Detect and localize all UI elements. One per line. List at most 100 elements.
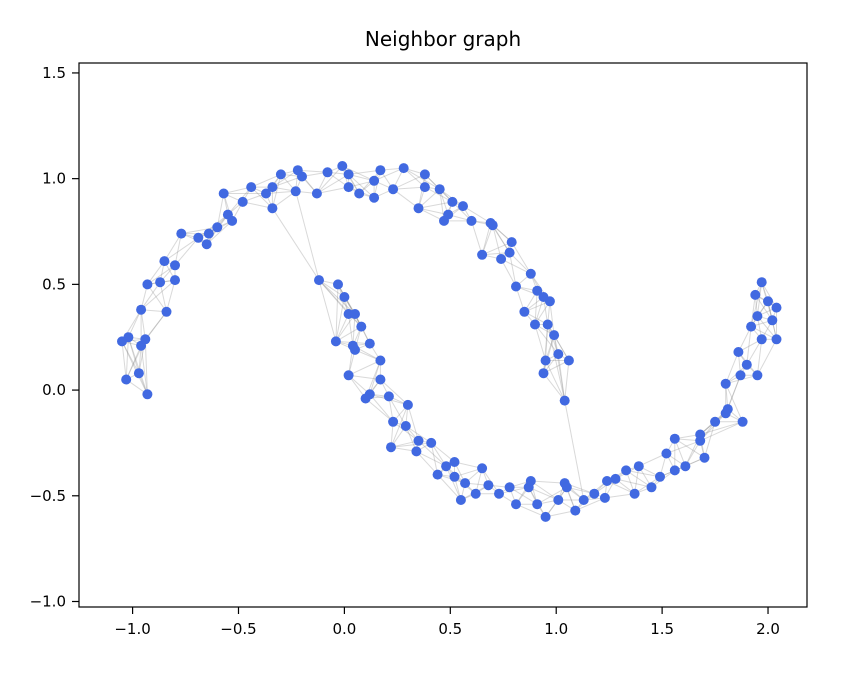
data-point xyxy=(540,355,551,366)
graph-edge xyxy=(388,396,407,427)
data-point xyxy=(419,182,430,193)
data-point xyxy=(161,306,172,317)
data-point xyxy=(222,209,233,220)
data-point xyxy=(767,315,778,326)
graph-edge xyxy=(445,465,462,501)
point-layer xyxy=(117,161,782,522)
data-point xyxy=(720,378,731,389)
data-point xyxy=(170,275,180,286)
graph-edge xyxy=(403,167,440,190)
data-point xyxy=(314,275,324,286)
graph-edge xyxy=(500,258,532,275)
graph-edge xyxy=(543,372,566,401)
graph-edge xyxy=(547,324,570,361)
graph-edge xyxy=(206,220,233,245)
data-point xyxy=(752,311,763,322)
data-point xyxy=(343,182,354,193)
data-point xyxy=(669,465,680,476)
data-point xyxy=(563,355,574,366)
graph-edge xyxy=(471,220,483,255)
data-point xyxy=(432,469,443,480)
data-point xyxy=(212,222,223,233)
graph-edge xyxy=(437,474,462,501)
data-point xyxy=(504,482,515,493)
data-point xyxy=(525,476,536,486)
graph-edge xyxy=(140,279,176,311)
data-point xyxy=(589,488,600,499)
data-point xyxy=(532,499,543,510)
graph-edge xyxy=(727,375,741,410)
graph-edge xyxy=(337,284,362,327)
graph-edge xyxy=(625,469,652,488)
graph-edge xyxy=(757,315,777,340)
data-point xyxy=(525,268,536,279)
graph-edge xyxy=(430,442,439,475)
data-point xyxy=(398,163,409,174)
graph-edge xyxy=(575,497,606,512)
graph-edge xyxy=(174,233,182,266)
data-point xyxy=(369,175,380,186)
data-point xyxy=(261,188,271,199)
graph-edge xyxy=(181,226,218,235)
data-point xyxy=(449,471,460,482)
graph-edge xyxy=(272,169,299,188)
data-point xyxy=(347,340,358,351)
graph-edge xyxy=(439,189,445,221)
data-point xyxy=(330,336,341,347)
graph-edge xyxy=(316,186,349,194)
y-tick-label: 0.0 xyxy=(42,381,66,399)
graph-edge xyxy=(125,337,129,380)
data-point xyxy=(364,338,375,349)
data-point xyxy=(159,256,170,267)
graph-edge xyxy=(509,252,517,287)
graph-edge xyxy=(418,174,426,209)
data-point xyxy=(369,192,380,203)
graph-edge xyxy=(140,345,148,395)
graph-edge xyxy=(564,400,585,501)
graph-edge xyxy=(348,174,375,199)
y-tick-label: −1.0 xyxy=(30,593,66,611)
graph-edge xyxy=(342,165,375,182)
data-point xyxy=(633,461,644,472)
graph-edge xyxy=(271,174,282,209)
data-point xyxy=(750,289,761,300)
graph-edge xyxy=(462,205,491,224)
data-point xyxy=(322,167,333,178)
graph-edge xyxy=(127,337,148,395)
data-point xyxy=(553,349,564,360)
data-point xyxy=(290,186,301,197)
graph-edge xyxy=(163,233,182,262)
graph-edge xyxy=(756,339,763,376)
x-tick-label: 2.0 xyxy=(756,620,780,638)
graph-edge xyxy=(534,324,559,355)
graph-edge xyxy=(553,335,566,401)
graph-edge xyxy=(534,290,538,325)
graph-edge xyxy=(390,404,409,448)
graph-edge xyxy=(418,207,449,216)
graph-edge xyxy=(127,337,140,374)
graph-edge xyxy=(615,478,652,488)
y-tick-label: 1.5 xyxy=(42,64,66,82)
graph-edge xyxy=(335,296,345,342)
graph-edge xyxy=(159,282,167,312)
graph-edge xyxy=(146,284,167,313)
data-point xyxy=(133,368,144,379)
data-point xyxy=(388,184,399,195)
graph-edge xyxy=(530,480,565,484)
data-point xyxy=(350,309,360,319)
graph-edge xyxy=(121,341,140,374)
data-point xyxy=(680,461,691,472)
data-point xyxy=(413,203,424,214)
data-point xyxy=(343,370,354,381)
graph-edge xyxy=(756,282,763,317)
x-tick-label: 0.0 xyxy=(332,620,356,638)
graph-edge xyxy=(352,313,356,346)
graph-edge xyxy=(316,165,343,194)
data-point xyxy=(470,488,481,499)
graph-edge xyxy=(144,311,167,340)
graph-edge xyxy=(127,309,142,338)
data-point xyxy=(337,161,348,171)
graph-edge xyxy=(756,339,777,376)
graph-edge xyxy=(700,421,743,435)
data-point xyxy=(176,228,187,239)
